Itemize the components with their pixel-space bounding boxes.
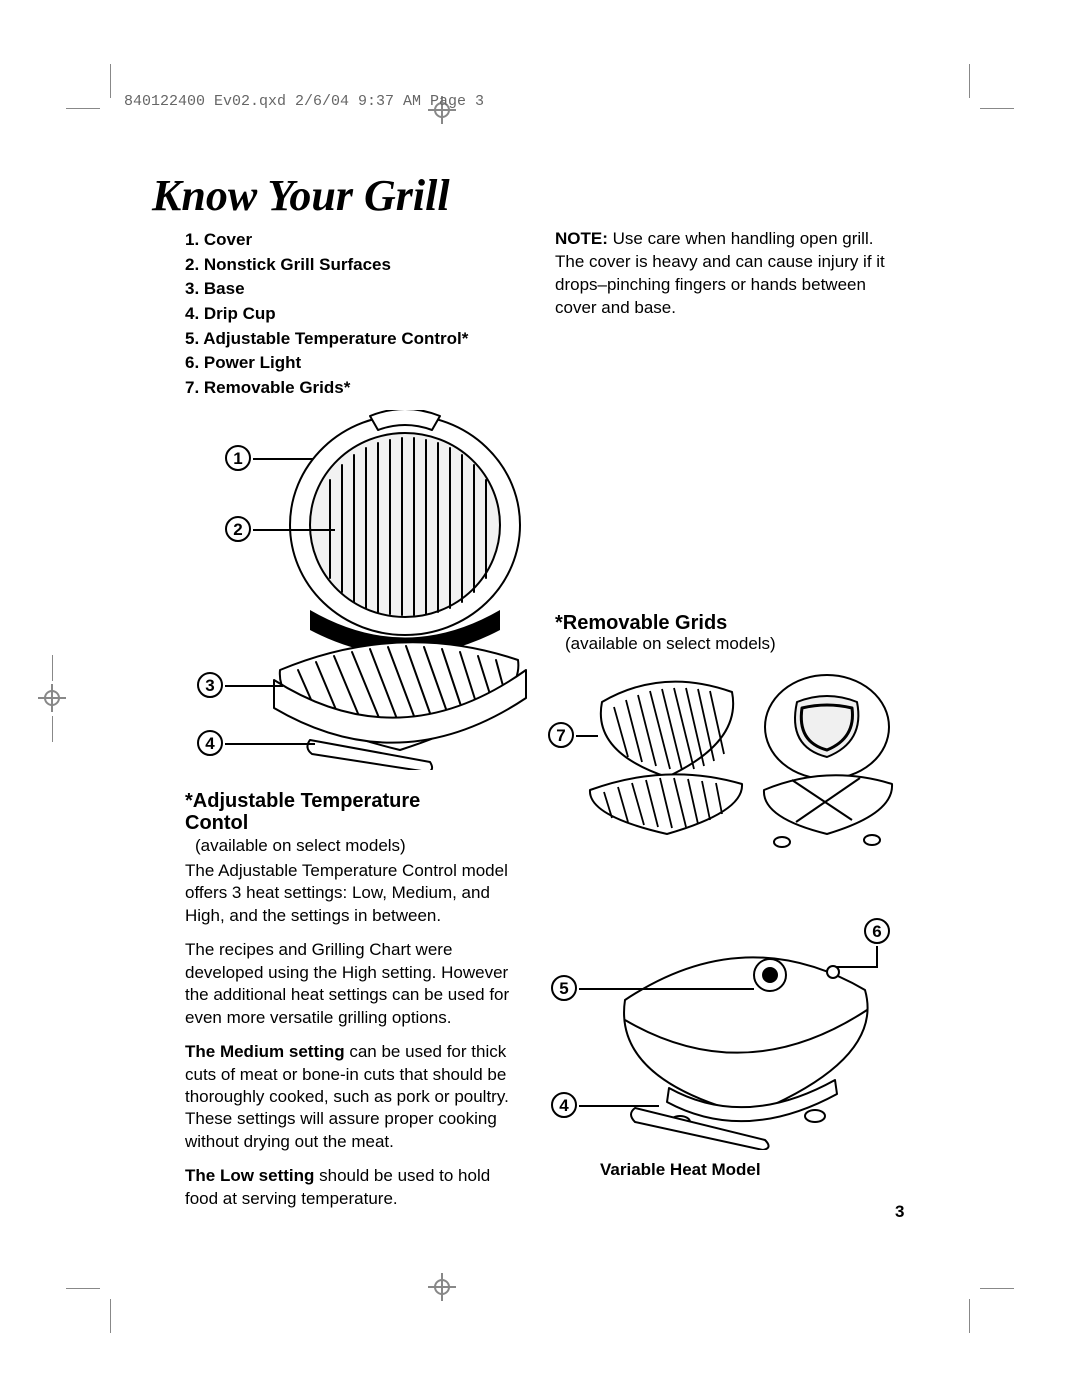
- parts-item-5: 5. Adjustable Temperature Control*: [185, 327, 468, 352]
- variable-heat-caption: Variable Heat Model: [600, 1160, 761, 1180]
- manual-page: { "header": { "slug": "840122400 Ev02.qx…: [0, 0, 1080, 1397]
- adjustable-temp-heading: *Adjustable Temperature Contol: [185, 790, 445, 834]
- adj-p3-bold: The Medium setting: [185, 1042, 345, 1061]
- note-label: NOTE:: [555, 229, 608, 248]
- crop-mark: [66, 108, 100, 109]
- leader-2: [253, 529, 335, 531]
- leader-6v: [876, 946, 878, 966]
- crop-mark: [980, 1288, 1014, 1289]
- parts-item-1: 1. Cover: [185, 228, 468, 253]
- callout-6: 6: [864, 918, 890, 944]
- adj-p4: The Low setting should be used to hold f…: [185, 1165, 515, 1210]
- print-slug: 840122400 Ev02.qxd 2/6/04 9:37 AM Page 3: [124, 93, 484, 110]
- callout-5: 5: [551, 975, 577, 1001]
- parts-list: 1. Cover 2. Nonstick Grill Surfaces 3. B…: [185, 228, 468, 400]
- adjustable-temp-section: *Adjustable Temperature Contol (availabl…: [185, 790, 515, 1210]
- adj-p4-bold: The Low setting: [185, 1166, 314, 1185]
- crop-mark: [110, 1299, 111, 1333]
- note-block: NOTE: Use care when handling open grill.…: [555, 228, 885, 320]
- crop-mark: [52, 655, 53, 681]
- callout-4b: 4: [551, 1092, 577, 1118]
- removable-grids-heading: *Removable Grids: [555, 612, 895, 634]
- crop-mark: [66, 1288, 100, 1289]
- crop-mark: [969, 64, 970, 98]
- crop-mark: [110, 64, 111, 98]
- removable-grids-illustration: [582, 662, 902, 852]
- adjustable-temp-body: The Adjustable Temperature Control model…: [185, 860, 515, 1210]
- callout-7: 7: [548, 722, 574, 748]
- variable-heat-illustration: [585, 930, 885, 1150]
- callout-3: 3: [197, 672, 223, 698]
- crop-target-bottom: [428, 1273, 456, 1301]
- parts-item-7: 7. Removable Grids*: [185, 376, 468, 401]
- adj-p1: The Adjustable Temperature Control model…: [185, 860, 515, 927]
- adj-p3: The Medium setting can be used for thick…: [185, 1041, 515, 1153]
- leader-4a: [225, 743, 315, 745]
- leader-1: [253, 458, 313, 460]
- leader-3: [225, 685, 283, 687]
- crop-target-left: [38, 684, 66, 712]
- crop-mark: [52, 716, 53, 742]
- page-number: 3: [895, 1202, 904, 1222]
- grill-open-illustration: [250, 410, 540, 770]
- crop-mark: [969, 1299, 970, 1333]
- crop-mark: [980, 108, 1014, 109]
- parts-item-3: 3. Base: [185, 277, 468, 302]
- page-title: Know Your Grill: [152, 170, 450, 221]
- callout-2: 2: [225, 516, 251, 542]
- leader-7: [576, 735, 598, 737]
- parts-item-2: 2. Nonstick Grill Surfaces: [185, 253, 468, 278]
- callout-1: 1: [225, 445, 251, 471]
- removable-grids-availability: (available on select models): [565, 634, 895, 654]
- removable-grids-section: *Removable Grids (available on select mo…: [555, 612, 895, 654]
- callout-4a: 4: [197, 730, 223, 756]
- parts-item-4: 4. Drip Cup: [185, 302, 468, 327]
- leader-6h: [836, 966, 878, 968]
- adjustable-temp-availability: (available on select models): [195, 836, 515, 856]
- leader-4b: [579, 1105, 659, 1107]
- leader-5: [579, 988, 754, 990]
- adj-p2: The recipes and Grilling Chart were deve…: [185, 939, 515, 1029]
- parts-item-6: 6. Power Light: [185, 351, 468, 376]
